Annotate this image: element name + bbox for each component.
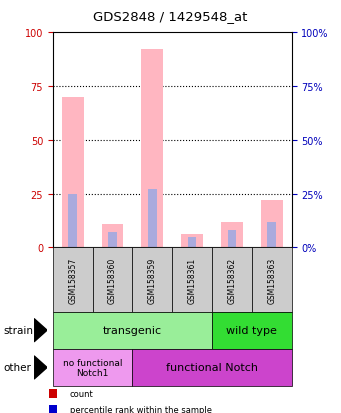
Text: count: count bbox=[70, 389, 94, 398]
Text: strain: strain bbox=[3, 325, 33, 335]
Text: no functional
Notch1: no functional Notch1 bbox=[63, 358, 122, 377]
Polygon shape bbox=[34, 356, 47, 379]
Bar bbox=[221, 222, 243, 248]
Bar bbox=[148, 190, 157, 248]
Text: GSM158363: GSM158363 bbox=[267, 257, 276, 303]
Text: percentile rank within the sample: percentile rank within the sample bbox=[70, 405, 212, 413]
Text: GSM158357: GSM158357 bbox=[68, 257, 77, 303]
Text: transgenic: transgenic bbox=[103, 325, 162, 335]
Text: GSM158361: GSM158361 bbox=[188, 257, 197, 303]
Text: GSM158359: GSM158359 bbox=[148, 257, 157, 303]
Bar bbox=[267, 222, 276, 248]
Bar bbox=[108, 233, 117, 248]
Text: other: other bbox=[3, 363, 31, 373]
Text: functional Notch: functional Notch bbox=[166, 363, 258, 373]
Bar bbox=[62, 97, 84, 248]
Polygon shape bbox=[34, 319, 47, 342]
Bar bbox=[102, 224, 123, 248]
Bar bbox=[227, 230, 236, 248]
Text: GSM158362: GSM158362 bbox=[227, 257, 236, 303]
Bar bbox=[181, 235, 203, 248]
Bar bbox=[142, 50, 163, 248]
Bar bbox=[68, 194, 77, 248]
Text: GDS2848 / 1429548_at: GDS2848 / 1429548_at bbox=[93, 10, 248, 23]
Text: wild type: wild type bbox=[226, 325, 277, 335]
Text: GSM158360: GSM158360 bbox=[108, 257, 117, 303]
Bar bbox=[188, 237, 196, 248]
Bar bbox=[261, 201, 283, 248]
